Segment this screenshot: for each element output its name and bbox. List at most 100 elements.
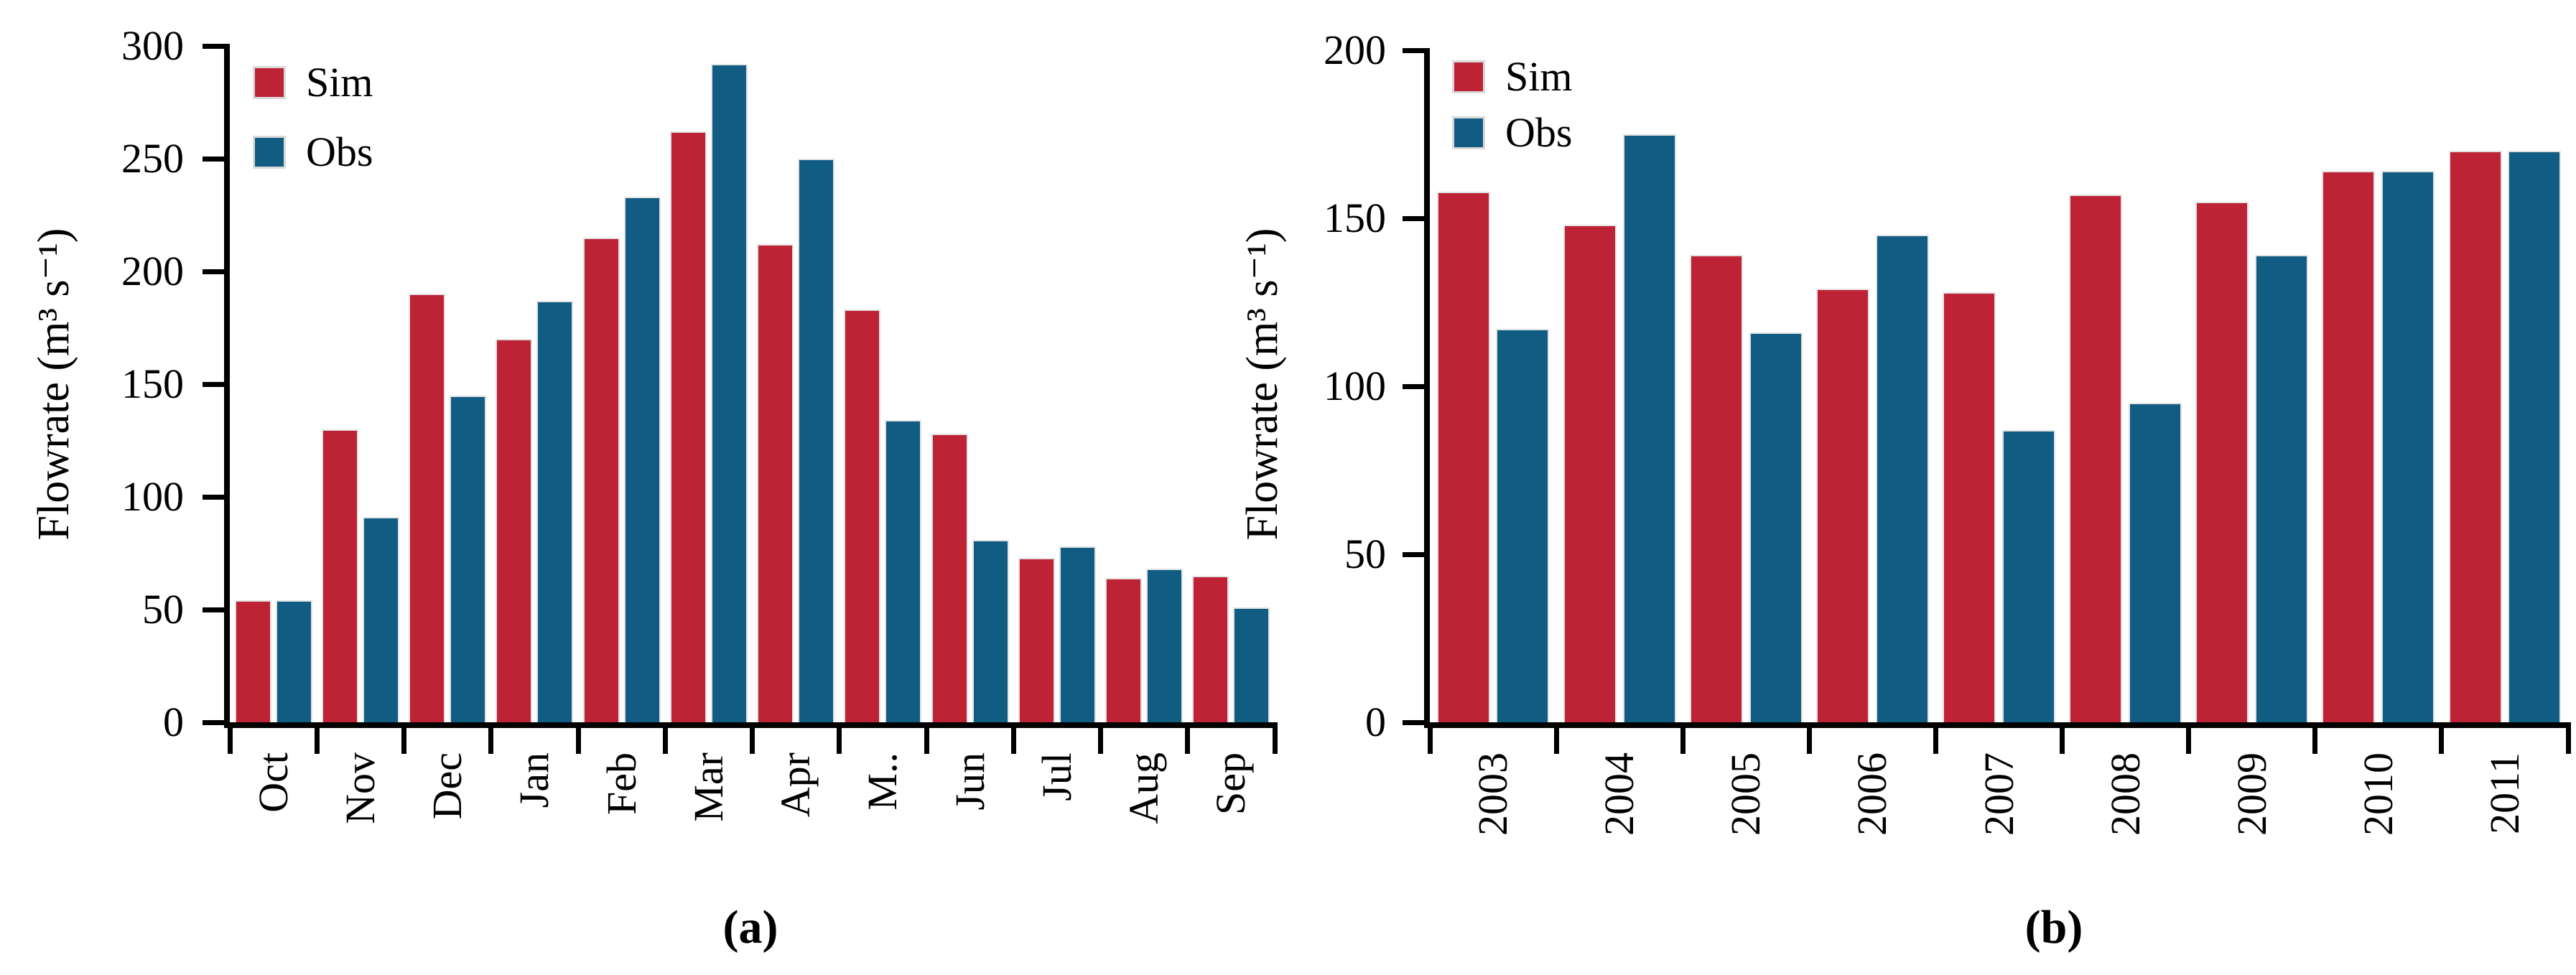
x-tick (2186, 722, 2192, 754)
legend-label-sim: Sim (306, 59, 373, 106)
bar-sim-Feb (582, 237, 620, 722)
x-tick-label: Jun (946, 752, 993, 811)
bar-sim-Jan (496, 339, 533, 722)
bar-sim-2008 (2069, 195, 2123, 722)
legend-obs-swatch-icon (253, 136, 286, 169)
x-tick (488, 722, 494, 754)
y-tick (203, 494, 224, 500)
x-tick (1427, 722, 1433, 754)
y-tick (1403, 719, 1424, 725)
bar-obs-2006 (1875, 235, 1929, 722)
y-tick (203, 43, 224, 49)
x-tick (575, 722, 581, 754)
x-tick-label: Jul (1033, 752, 1080, 801)
x-tick-label: 2011 (2480, 752, 2528, 834)
bar-obs-2007 (2001, 429, 2055, 722)
caption-b: (b) (2024, 901, 2083, 953)
x-tick (662, 722, 668, 754)
bar-sim-2007 (1943, 291, 1996, 722)
bar-obs-2003 (1496, 329, 1550, 722)
bar-sim-2005 (1689, 255, 1743, 722)
x-tick (1680, 722, 1685, 754)
y-tick-label: 200 (121, 248, 184, 294)
x-tick-label: Dec (424, 752, 471, 820)
legend-label-obs: Obs (306, 129, 373, 175)
x-tick (1272, 722, 1278, 754)
x-tick-label: M.. (859, 752, 906, 811)
x-tick-label: Feb (597, 752, 645, 815)
x-tick (2312, 722, 2318, 754)
bar-obs-Jun (972, 539, 1009, 722)
bar-sim-2006 (1816, 289, 1869, 722)
x-tick (401, 722, 406, 754)
bar-obs-2004 (1622, 134, 1676, 722)
x-tick-label: Nov (336, 752, 383, 824)
legend-obs-swatch-icon (1452, 116, 1485, 149)
y-tick (1403, 215, 1424, 221)
bar-sim-2004 (1563, 225, 1617, 722)
bar-obs-Jul (1059, 546, 1096, 722)
y-tick-label: 200 (1324, 27, 1386, 73)
bar-sim-2009 (2195, 201, 2249, 722)
bar-obs-2009 (2255, 255, 2309, 722)
bar-sim-Mar (669, 131, 707, 722)
x-tick-label: 2008 (2101, 752, 2149, 836)
y-tick (203, 269, 224, 274)
legend-item-sim: Sim (1452, 51, 1573, 103)
legend-item-sim: Sim (253, 57, 373, 108)
bar-obs-Aug (1146, 569, 1184, 722)
x-tick-label: Oct (249, 752, 297, 813)
y-tick (203, 156, 224, 162)
y-axis (224, 44, 230, 728)
bar-obs-M.. (885, 420, 922, 722)
legend-item-obs: Obs (253, 126, 373, 178)
bar-sim-2011 (2448, 151, 2502, 722)
x-tick (1185, 722, 1191, 754)
bar-obs-2005 (1749, 332, 1803, 722)
y-tick (203, 381, 224, 387)
bar-obs-Nov (362, 517, 399, 722)
bar-sim-Jun (931, 434, 968, 722)
y-tick-label: 50 (142, 586, 184, 633)
x-tick-label: Mar (684, 752, 732, 822)
legend-item-obs: Obs (1452, 107, 1572, 159)
bar-sim-2003 (1436, 191, 1490, 722)
y-tick (203, 719, 224, 725)
bar-obs-Oct (275, 600, 312, 722)
x-tick-label: Aug (1120, 752, 1168, 824)
x-tick (2060, 722, 2065, 754)
y-tick-label: 150 (121, 360, 184, 407)
y-tick (1403, 551, 1424, 557)
x-tick-label: 2007 (1975, 752, 2022, 836)
y-tick-label: 300 (121, 22, 184, 69)
x-tick-label: 2005 (1722, 752, 1770, 836)
x-tick-label: 2004 (1596, 752, 1643, 836)
bar-sim-Nov (321, 429, 358, 722)
y-tick-label: 0 (163, 699, 184, 745)
x-tick-label: Jan (511, 752, 558, 808)
x-tick (837, 722, 842, 754)
x-tick-label: 2010 (2354, 752, 2401, 836)
x-tick-label: 2003 (1469, 752, 1517, 836)
bar-sim-Oct (234, 600, 271, 722)
y-tick-label: 100 (1324, 363, 1386, 409)
x-tick (2439, 722, 2445, 754)
x-tick (2565, 722, 2571, 754)
x-tick-label: Apr (772, 752, 819, 818)
x-axis (1424, 722, 2568, 728)
x-tick-label: Sep (1207, 752, 1255, 815)
x-tick (1806, 722, 1812, 754)
x-tick (1553, 722, 1559, 754)
x-tick (924, 722, 929, 754)
bar-sim-Dec (409, 294, 446, 722)
bar-obs-Jan (536, 300, 574, 722)
y-tick (1403, 383, 1424, 389)
y-tick-label: 250 (121, 135, 184, 182)
x-tick-label: 2009 (2228, 752, 2275, 836)
x-tick-label: 2006 (1849, 752, 1896, 836)
x-tick (227, 722, 233, 754)
bar-obs-Sep (1233, 607, 1270, 722)
x-tick (750, 722, 755, 754)
y-axis (1424, 48, 1430, 728)
y-tick-label: 0 (1365, 699, 1386, 745)
